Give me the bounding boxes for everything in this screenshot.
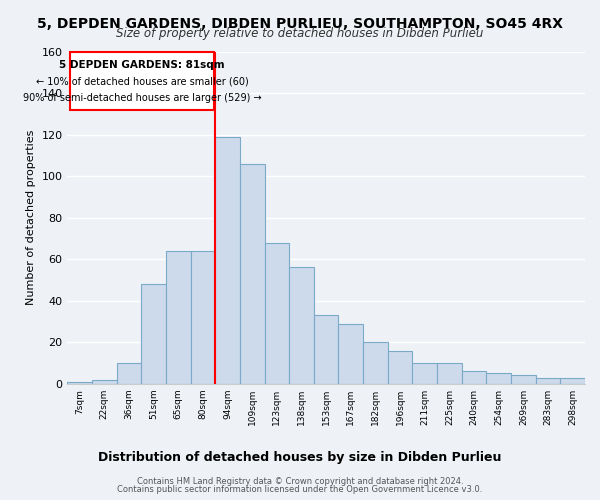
Bar: [314, 315, 338, 384]
Bar: [511, 376, 536, 384]
Bar: [363, 342, 388, 384]
Bar: [536, 378, 560, 384]
Bar: [215, 136, 240, 384]
Y-axis label: Number of detached properties: Number of detached properties: [26, 130, 36, 306]
Text: Distribution of detached houses by size in Dibden Purlieu: Distribution of detached houses by size …: [98, 451, 502, 464]
Bar: [141, 284, 166, 384]
Bar: [166, 251, 191, 384]
Bar: [67, 382, 92, 384]
Bar: [289, 268, 314, 384]
Bar: [240, 164, 265, 384]
Bar: [191, 251, 215, 384]
Text: Contains HM Land Registry data © Crown copyright and database right 2024.: Contains HM Land Registry data © Crown c…: [137, 477, 463, 486]
Text: ← 10% of detached houses are smaller (60): ← 10% of detached houses are smaller (60…: [35, 76, 248, 86]
Text: 90% of semi-detached houses are larger (529) →: 90% of semi-detached houses are larger (…: [23, 93, 261, 103]
Text: Contains public sector information licensed under the Open Government Licence v3: Contains public sector information licen…: [118, 485, 482, 494]
Bar: [412, 363, 437, 384]
Bar: [437, 363, 462, 384]
Bar: [338, 324, 363, 384]
FancyBboxPatch shape: [70, 52, 214, 110]
Bar: [462, 372, 487, 384]
Bar: [560, 378, 585, 384]
Bar: [265, 242, 289, 384]
Text: 5, DEPDEN GARDENS, DIBDEN PURLIEU, SOUTHAMPTON, SO45 4RX: 5, DEPDEN GARDENS, DIBDEN PURLIEU, SOUTH…: [37, 18, 563, 32]
Text: 5 DEPDEN GARDENS: 81sqm: 5 DEPDEN GARDENS: 81sqm: [59, 60, 225, 70]
Bar: [487, 374, 511, 384]
Bar: [92, 380, 116, 384]
Text: Size of property relative to detached houses in Dibden Purlieu: Size of property relative to detached ho…: [116, 28, 484, 40]
Bar: [388, 350, 412, 384]
Bar: [116, 363, 141, 384]
